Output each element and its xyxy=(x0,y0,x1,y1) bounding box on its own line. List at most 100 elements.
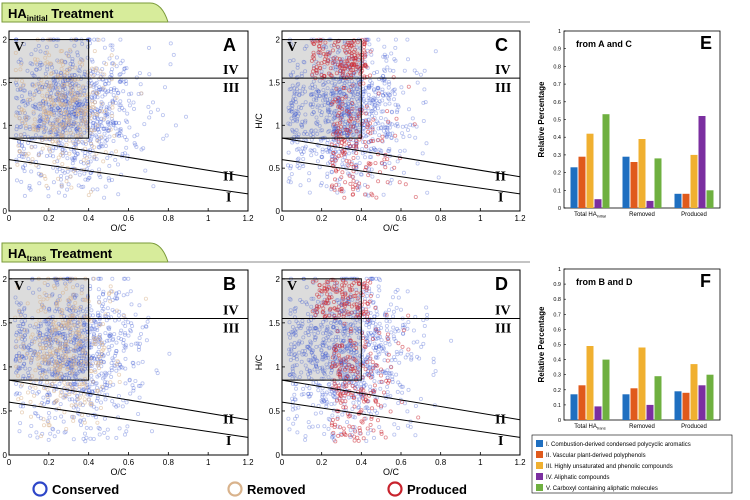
data-point-conserved xyxy=(423,100,428,105)
data-point-conserved xyxy=(116,415,121,420)
data-point-conserved xyxy=(383,102,388,107)
data-point-conserved xyxy=(90,313,95,318)
data-point-conserved xyxy=(47,306,52,311)
data-point-conserved xyxy=(315,105,320,110)
data-point-conserved xyxy=(20,121,25,126)
data-point-conserved xyxy=(46,194,51,199)
data-point-removed xyxy=(97,334,102,339)
data-point-conserved xyxy=(315,119,320,124)
data-point-produced xyxy=(351,155,356,160)
data-point-conserved xyxy=(92,356,97,361)
data-point-conserved xyxy=(51,372,56,377)
data-point-conserved xyxy=(413,135,418,140)
data-point-removed xyxy=(93,369,98,374)
data-point-conserved xyxy=(329,402,334,407)
data-point-conserved xyxy=(76,103,81,108)
data-point-conserved xyxy=(154,368,159,373)
data-point-conserved xyxy=(75,371,80,376)
data-point-conserved xyxy=(97,276,102,281)
data-point-conserved xyxy=(297,93,302,98)
data-point-produced xyxy=(354,144,359,149)
data-point-conserved xyxy=(373,345,378,350)
data-point-removed xyxy=(74,83,79,88)
data-point-conserved xyxy=(15,96,20,101)
data-point-produced xyxy=(336,154,341,159)
data-point-conserved xyxy=(387,101,392,106)
data-point-removed xyxy=(48,85,53,90)
data-point-conserved xyxy=(106,81,111,86)
data-point-conserved xyxy=(99,304,104,309)
data-point-removed xyxy=(32,83,37,88)
data-point-conserved xyxy=(306,333,311,338)
data-point-conserved xyxy=(289,136,294,141)
data-point-conserved xyxy=(98,143,103,148)
data-point-conserved xyxy=(384,58,389,63)
data-point-conserved xyxy=(77,93,82,98)
data-point-produced xyxy=(350,101,355,106)
data-point-conserved xyxy=(78,159,83,164)
data-point-conserved xyxy=(329,170,334,175)
data-point-conserved xyxy=(119,337,124,342)
data-point-conserved xyxy=(40,99,45,104)
data-point-conserved xyxy=(31,73,36,78)
data-point-conserved xyxy=(370,81,375,86)
data-point-removed xyxy=(80,334,85,339)
data-point-produced xyxy=(400,344,405,349)
data-point-removed xyxy=(63,110,68,115)
data-point-removed xyxy=(80,58,85,63)
data-point-conserved xyxy=(123,356,128,361)
data-point-conserved xyxy=(37,66,42,71)
data-point-conserved xyxy=(286,179,291,184)
data-point-conserved xyxy=(385,390,390,395)
data-point-removed xyxy=(65,122,70,127)
data-point-conserved xyxy=(36,389,41,394)
data-point-conserved xyxy=(116,192,121,197)
data-point-removed xyxy=(80,366,85,371)
data-point-conserved xyxy=(325,365,330,370)
data-point-conserved xyxy=(103,135,108,140)
data-point-removed xyxy=(77,334,82,339)
data-point-conserved xyxy=(115,131,120,136)
data-point-removed xyxy=(19,79,24,84)
data-point-removed xyxy=(37,294,42,299)
data-point-conserved xyxy=(75,393,80,398)
data-point-conserved xyxy=(17,105,22,110)
data-point-conserved xyxy=(97,129,102,134)
data-point-conserved xyxy=(357,326,362,331)
data-point-conserved xyxy=(332,83,337,88)
data-point-conserved xyxy=(377,334,382,339)
data-point-conserved xyxy=(363,117,368,122)
data-point-conserved xyxy=(338,75,343,80)
data-point-conserved xyxy=(302,46,307,51)
data-point-conserved xyxy=(332,352,337,357)
data-point-conserved xyxy=(349,160,354,165)
data-point-conserved xyxy=(362,89,367,94)
data-point-produced xyxy=(367,121,372,126)
data-point-conserved xyxy=(102,340,107,345)
data-point-conserved xyxy=(379,338,384,343)
data-point-conserved xyxy=(123,323,128,328)
data-point-removed xyxy=(87,397,92,402)
data-point-conserved xyxy=(370,276,375,281)
data-point-produced xyxy=(311,50,316,55)
data-point-conserved xyxy=(382,403,387,408)
data-point-conserved xyxy=(146,45,151,50)
data-point-conserved xyxy=(82,88,87,93)
data-point-conserved xyxy=(58,402,63,407)
data-point-produced xyxy=(321,51,326,56)
data-point-removed xyxy=(108,299,113,304)
data-point-conserved xyxy=(286,150,291,155)
data-point-conserved xyxy=(50,426,55,431)
data-point-conserved xyxy=(82,387,87,392)
data-point-produced xyxy=(321,74,326,79)
data-point-conserved xyxy=(309,350,314,355)
data-point-conserved xyxy=(374,276,379,281)
data-point-produced xyxy=(327,51,332,56)
data-point-produced xyxy=(371,117,376,122)
data-point-conserved xyxy=(106,89,111,94)
data-point-conserved xyxy=(124,66,129,71)
data-point-conserved xyxy=(394,305,399,310)
data-point-produced xyxy=(351,62,356,67)
data-point-conserved xyxy=(329,80,334,85)
